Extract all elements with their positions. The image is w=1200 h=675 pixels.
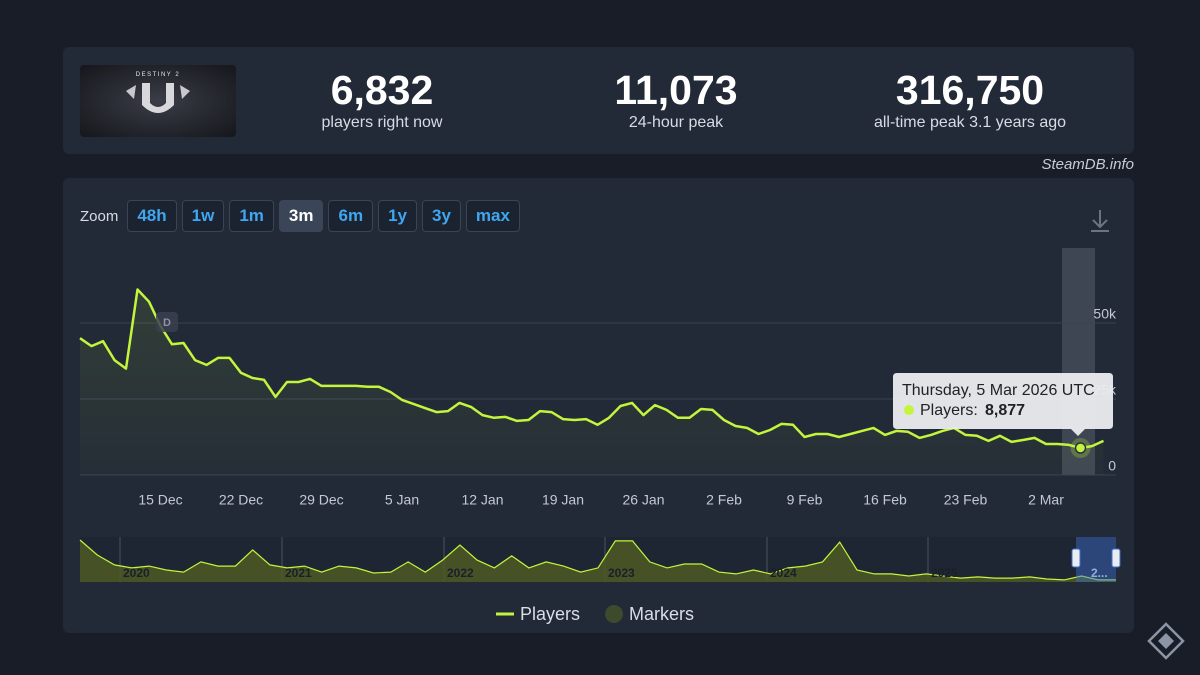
- tooltip-value: 8,877: [985, 402, 1025, 419]
- x-tick-label: 5 Jan: [385, 492, 419, 508]
- legend-label[interactable]: Players: [520, 604, 580, 624]
- series-line: [79, 288, 1105, 450]
- navigator-year: 2024: [770, 566, 797, 580]
- stat-label: all-time peak 3.1 years ago: [873, 114, 1067, 131]
- series-area: [80, 289, 1104, 475]
- zoom-button[interactable]: max: [465, 200, 520, 232]
- x-tick-label: 12 Jan: [461, 492, 503, 508]
- zoom-button[interactable]: 48h: [127, 200, 177, 232]
- navigator-selection[interactable]: [1076, 537, 1116, 582]
- zoom-label: Zoom: [80, 207, 119, 225]
- export-button[interactable]: [1091, 210, 1109, 232]
- zoom-button[interactable]: 6m: [328, 200, 374, 232]
- stat-value: 6,832: [330, 67, 434, 113]
- hover-band: [1062, 248, 1095, 475]
- navigator-year: 2...: [1091, 566, 1108, 580]
- stat-value: 316,750: [895, 67, 1045, 113]
- logo-text: DESTINY 2: [136, 72, 180, 78]
- x-tick-label: 9 Feb: [787, 492, 823, 508]
- tooltip-dot: [904, 405, 914, 415]
- x-tick-label: 2 Feb: [706, 492, 742, 508]
- navigator-year: 2022: [447, 566, 474, 580]
- navigator-line: [79, 539, 1116, 581]
- game-logo: DESTINY 2: [80, 65, 236, 137]
- stats-panel: DESTINY 2 6,832 players right now 11,073 2…: [63, 47, 1134, 154]
- stat-label: 24-hour peak: [628, 114, 724, 131]
- site-credit: SteamDB.info: [1041, 156, 1134, 173]
- hover-point: [1074, 442, 1087, 454]
- navigator-year: 2020: [123, 566, 150, 580]
- tooltip-series: Players:: [920, 402, 978, 419]
- navigator-year: 2021: [285, 566, 312, 580]
- stat-value: 11,073: [614, 67, 738, 113]
- navigator-year: 2023: [608, 566, 635, 580]
- tooltip-box: [893, 373, 1113, 436]
- x-tick-label: 16 Feb: [863, 492, 907, 508]
- navigator-handle[interactable]: [1071, 548, 1081, 568]
- legend-marker: [605, 605, 623, 623]
- stat-label: players right now: [321, 114, 443, 131]
- x-tick-label: 19 Jan: [542, 492, 584, 508]
- brand-icon: [1147, 622, 1185, 660]
- navigator-handle[interactable]: [1111, 548, 1121, 568]
- x-tick-label: 23 Feb: [944, 492, 988, 508]
- legend: Players Markers: [496, 604, 694, 624]
- stat-peak-24h: 11,073 24-hour peak: [536, 67, 816, 133]
- legend-label[interactable]: Markers: [629, 604, 694, 624]
- x-tick-label: 2 Mar: [1028, 492, 1064, 508]
- y-tick-label: 0: [1108, 458, 1116, 474]
- zoom-button[interactable]: 1w: [181, 200, 225, 232]
- x-tick-label: 26 Jan: [622, 492, 664, 508]
- marker-flag[interactable]: D: [156, 312, 178, 332]
- tooltip-title: Thursday, 5 Mar 2026 UTC: [902, 382, 1095, 399]
- zoom-button[interactable]: 3m: [278, 200, 324, 232]
- x-tick-label: 15 Dec: [138, 492, 182, 508]
- zoom-button[interactable]: 1m: [229, 200, 274, 232]
- x-tick-label: 29 Dec: [299, 492, 343, 508]
- navigator-year: 2025: [931, 566, 958, 580]
- stat-peak-all: 316,750 all-time peak 3.1 years ago: [830, 67, 1110, 133]
- stat-current: 6,832 players right now: [242, 67, 522, 133]
- y-tick-label: 50k: [1093, 306, 1117, 322]
- x-tick-label: 22 Dec: [219, 492, 263, 508]
- zoom-button[interactable]: 3y: [421, 200, 461, 232]
- navigator-area: [80, 540, 1116, 582]
- marker-label: D: [163, 317, 171, 329]
- zoom-bar: Zoom 48h 1w 1m 3m 6m 1y 3y max: [80, 200, 520, 232]
- zoom-button[interactable]: 1y: [378, 200, 417, 232]
